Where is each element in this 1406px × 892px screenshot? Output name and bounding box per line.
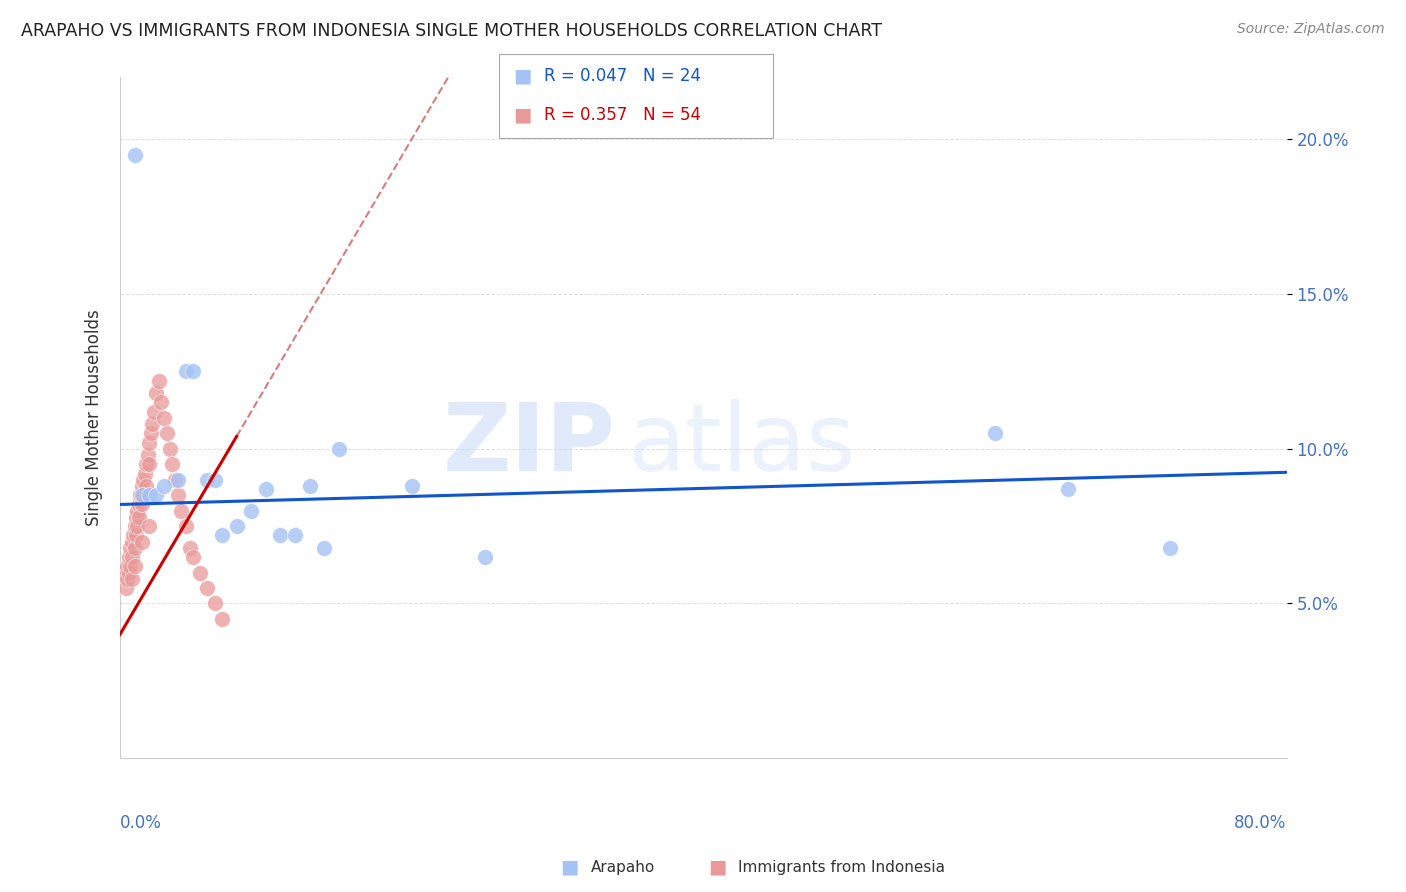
Point [188, 566, 211, 580]
Point [401, 479, 423, 493]
Point [314, 541, 336, 555]
Point [204, 597, 226, 611]
Point [148, 374, 170, 388]
Point [1056, 482, 1078, 496]
Point [225, 519, 247, 533]
Point [128, 498, 150, 512]
Point [127, 503, 149, 517]
Point [159, 442, 181, 456]
Point [197, 581, 219, 595]
Point [117, 559, 139, 574]
Point [167, 488, 190, 502]
Text: Arapaho: Arapaho [591, 860, 655, 874]
Point [124, 519, 146, 533]
Point [179, 541, 201, 555]
Point [197, 473, 219, 487]
Text: ■: ■ [513, 67, 531, 86]
Point [131, 479, 153, 493]
Point [181, 364, 204, 378]
Point [134, 467, 156, 481]
Point [984, 426, 1007, 441]
Point [124, 541, 146, 555]
Point [269, 528, 291, 542]
Point [125, 528, 148, 542]
Point [139, 426, 162, 441]
Point [122, 528, 145, 542]
Point [240, 503, 263, 517]
Text: atlas: atlas [627, 399, 856, 491]
Point [132, 473, 155, 487]
Point [118, 550, 141, 565]
Point [211, 612, 233, 626]
Point [181, 550, 204, 565]
Point [131, 534, 153, 549]
Text: ZIP: ZIP [443, 399, 616, 491]
Point [284, 528, 307, 542]
Point [170, 503, 193, 517]
Point [328, 442, 350, 456]
Point [125, 509, 148, 524]
Point [474, 550, 496, 565]
Point [118, 566, 141, 580]
Point [141, 417, 163, 431]
Point [129, 488, 152, 502]
Point [124, 148, 146, 162]
Point [135, 457, 157, 471]
Text: R = 0.357   N = 54: R = 0.357 N = 54 [544, 106, 702, 124]
Point [298, 479, 321, 493]
Point [174, 519, 197, 533]
Point [136, 448, 159, 462]
Text: ■: ■ [560, 857, 579, 877]
Point [145, 386, 167, 401]
Point [165, 473, 187, 487]
Text: Source: ZipAtlas.com: Source: ZipAtlas.com [1237, 22, 1385, 37]
Point [156, 426, 179, 441]
Point [117, 572, 139, 586]
Point [120, 559, 142, 574]
Point [167, 473, 190, 487]
Point [162, 457, 184, 471]
Text: 80.0%: 80.0% [1234, 814, 1286, 832]
Point [138, 435, 160, 450]
Text: R = 0.047   N = 24: R = 0.047 N = 24 [544, 68, 702, 86]
Point [174, 364, 197, 378]
Point [121, 534, 143, 549]
Point [131, 488, 153, 502]
Point [124, 559, 146, 574]
Point [138, 488, 160, 502]
Point [135, 479, 157, 493]
Point [127, 519, 149, 533]
Point [131, 498, 153, 512]
Point [204, 473, 226, 487]
Point [152, 479, 174, 493]
Point [132, 488, 155, 502]
Point [121, 572, 143, 586]
Point [112, 566, 135, 580]
Point [138, 457, 160, 471]
Text: Immigrants from Indonesia: Immigrants from Indonesia [738, 860, 945, 874]
Text: ARAPAHO VS IMMIGRANTS FROM INDONESIA SINGLE MOTHER HOUSEHOLDS CORRELATION CHART: ARAPAHO VS IMMIGRANTS FROM INDONESIA SIN… [21, 22, 882, 40]
Point [121, 550, 143, 565]
Point [254, 482, 277, 496]
Point [149, 395, 172, 409]
Text: ■: ■ [513, 106, 531, 125]
Point [1159, 541, 1181, 555]
Point [128, 509, 150, 524]
Text: 0.0%: 0.0% [120, 814, 162, 832]
Point [120, 541, 142, 555]
Text: ■: ■ [707, 857, 727, 877]
Point [145, 488, 167, 502]
Point [142, 404, 165, 418]
Y-axis label: Single Mother Households: Single Mother Households [86, 310, 103, 526]
Point [211, 528, 233, 542]
Point [138, 519, 160, 533]
Point [114, 581, 136, 595]
Point [152, 410, 174, 425]
